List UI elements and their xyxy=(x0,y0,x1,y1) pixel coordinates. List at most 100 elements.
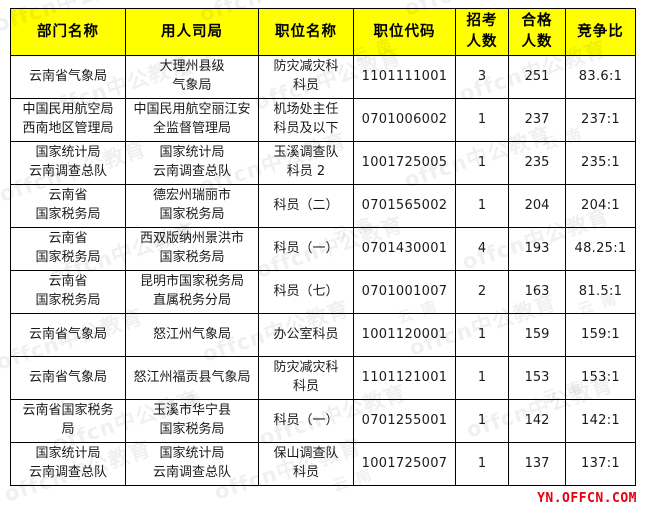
cell-position-line: 保山调查队 xyxy=(273,446,339,462)
cell-position-code: 1001725005 xyxy=(353,141,456,186)
cell-recruit-count: 4 xyxy=(455,227,509,272)
cell-department-line: 国家税务局 xyxy=(35,250,101,266)
cell-department-line: 中国民用航空局 xyxy=(22,102,114,118)
cell-pass-count: 193 xyxy=(508,227,566,272)
cell-recruit-count: 3 xyxy=(455,55,509,100)
table-row: 中国民用航空局 西南地区管理局 中国民用航空丽江安 全监督管理局 机场处主任 科员及以下 0… xyxy=(10,98,636,143)
cell-competition-ratio: 204:1 xyxy=(565,184,636,229)
cell-department-line: 云南省气象局 xyxy=(28,68,107,84)
column-header-line: 竞争比 xyxy=(577,23,624,40)
cell-position: 机场处主任 科员及以下 xyxy=(258,98,354,143)
cell-position-line: 科员 xyxy=(292,78,319,94)
cell-department: 云南省国家税务局 xyxy=(10,399,126,444)
table-row: 云南省国家税务局玉溪市华宁县 国家税务局 科员（一） 0701255001 1 142 14… xyxy=(10,399,636,444)
cell-bureau: 大理州县级 气象局 xyxy=(125,55,259,100)
table-row: 云南省 国家税务局 德宏州瑞丽市 国家税务局 科员（二） 0701565002 1 204 20… xyxy=(10,184,636,229)
cell-position-code: 0701255001 xyxy=(353,399,456,444)
column-header-line: 人数 xyxy=(466,34,498,51)
cell-department: 云南省国家税务局 xyxy=(10,184,126,229)
cell-department-line: 云南省气象局 xyxy=(28,326,107,342)
cell-recruit-count: 1 xyxy=(455,98,509,143)
column-header-line: 职位代码 xyxy=(373,23,436,40)
cell-competition-ratio: 153:1 xyxy=(565,356,636,401)
cell-position: 玉溪调查队 科员 2 xyxy=(258,141,354,186)
cell-position-line: 科员 2 xyxy=(286,164,326,180)
cell-department: 中国民用航空局 西南地区管理局 xyxy=(10,98,126,143)
table-row: 云南省气象局 大理州县级 气象局 防灾减灾科 科员 1101111001 3 251 83.6:… xyxy=(10,55,636,100)
cell-position-line: 科员（一） xyxy=(273,240,339,256)
column-header-1: 用人司局 xyxy=(125,7,259,57)
cell-department: 国家统计局 云南调查总队 xyxy=(10,141,126,186)
cell-position-code: 0701006002 xyxy=(353,98,456,143)
cell-bureau: 国家统计局 云南调查总队 xyxy=(125,442,259,487)
cell-bureau-line: 昆明市国家税务局 xyxy=(139,274,244,290)
column-header-line: 人数 xyxy=(521,34,553,51)
cell-bureau-line: 气象局 xyxy=(172,78,212,94)
table-row: 云南省气象局 怒江州气象局 办公室科员 1001120001 1 159 159:1 xyxy=(10,313,636,358)
table-row: 云南省 国家税务局 昆明市国家税务局 直属税务分局 科员（七） 0701001007 2 16… xyxy=(10,270,636,315)
cell-bureau: 昆明市国家税务局 直属税务分局 xyxy=(125,270,259,315)
cell-department-line: 云南省 xyxy=(48,231,88,247)
cell-department-line: 国家统计局 xyxy=(35,145,101,161)
cell-bureau-line: 国家统计局 xyxy=(159,145,225,161)
cell-position-code: 1101121001 xyxy=(353,356,456,401)
cell-bureau-line: 中国民用航空丽江安 xyxy=(133,102,251,118)
cell-department-line: 云南省国家税务 xyxy=(22,403,114,419)
cell-bureau: 国家统计局云南调查总队 xyxy=(125,141,259,186)
cell-position-code: 1001120001 xyxy=(353,313,456,358)
cell-position-line: 防灾减灾科 xyxy=(273,360,339,376)
cell-bureau: 中国民用航空丽江安 全监督管理局 xyxy=(125,98,259,143)
cell-pass-count: 237 xyxy=(508,98,566,143)
cell-bureau-line: 国家税务局 xyxy=(159,207,225,223)
cell-competition-ratio: 81.5:1 xyxy=(565,270,636,315)
cell-department-line: 国家税务局 xyxy=(35,293,101,309)
cell-position-line: 科员（一） xyxy=(273,412,339,428)
cell-department-line: 西南地区管理局 xyxy=(22,121,114,137)
column-header-line: 招考 xyxy=(466,13,498,29)
cell-position: 防灾减灾科 科员 xyxy=(258,356,354,401)
cell-position-code: 0701565002 xyxy=(353,184,456,229)
cell-position-line: 办公室科员 xyxy=(273,326,339,342)
cell-recruit-count: 1 xyxy=(455,141,509,186)
column-header-line: 合格 xyxy=(521,13,553,29)
cell-position: 科员（七） xyxy=(258,270,354,315)
cell-position: 防灾减灾科 科员 xyxy=(258,55,354,100)
column-header-line: 部门名称 xyxy=(37,23,99,40)
cell-bureau-line: 全监督管理局 xyxy=(152,121,231,137)
cell-position: 办公室科员 xyxy=(258,313,354,358)
cell-bureau-line: 云南调查总队 xyxy=(152,465,231,481)
cell-department: 云南省气象局 xyxy=(10,356,126,401)
column-header-line: 职位名称 xyxy=(275,23,337,40)
table-row: 国家统计局 云南调查总队 国家统计局 云南调查总队 玉溪调查队 科员 2 100172500… xyxy=(10,141,636,186)
recruitment-table-container: 部门名称 用人司局 职位名称 职位代码 招考 人数 合格 人数 竞争比 云南省气象局 大理州县级气… xyxy=(10,7,636,487)
cell-pass-count: 153 xyxy=(508,356,566,401)
cell-recruit-count: 1 xyxy=(455,313,509,358)
cell-position-line: 科员及以下 xyxy=(273,121,339,137)
cell-bureau: 西双版纳州景洪市 国家税务局 xyxy=(125,227,259,272)
cell-pass-count: 159 xyxy=(508,313,566,358)
cell-department-line: 国家统计局 xyxy=(35,446,101,462)
cell-bureau-line: 直属税务分局 xyxy=(152,293,231,309)
table-body: 云南省气象局 大理州县级 气象局 防灾减灾科 科员 1101111001 3 251 83.6:… xyxy=(10,55,636,487)
column-header-line: 用人司局 xyxy=(161,23,223,40)
cell-department: 国家统计局 云南调查总队 xyxy=(10,442,126,487)
recruitment-table: 部门名称 用人司局 职位名称 职位代码 招考 人数 合格 人数 竞争比 云南省气象局 大理州县级气… xyxy=(10,7,636,487)
cell-bureau: 玉溪市华宁县 国家税务局 xyxy=(125,399,259,444)
site-watermark: YN.OFFCN.COM xyxy=(537,491,637,506)
cell-department-line: 局 xyxy=(61,422,75,438)
cell-position-code: 0701430001 xyxy=(353,227,456,272)
cell-bureau-line: 云南调查总队 xyxy=(152,164,231,180)
cell-department: 云南省国家税务局 xyxy=(10,227,126,272)
cell-position-line: 科员 xyxy=(292,465,319,481)
column-header-0: 部门名称 xyxy=(10,7,126,57)
cell-pass-count: 235 xyxy=(508,141,566,186)
cell-position: 科员（二） xyxy=(258,184,354,229)
cell-position-code: 1001725007 xyxy=(353,442,456,487)
cell-bureau-line: 德宏州瑞丽市 xyxy=(152,188,231,204)
table-header: 部门名称 用人司局 职位名称 职位代码 招考 人数 合格 人数 竞争比 xyxy=(10,7,636,57)
cell-competition-ratio: 159:1 xyxy=(565,313,636,358)
cell-competition-ratio: 235:1 xyxy=(565,141,636,186)
cell-position-line: 科员（七） xyxy=(273,283,339,299)
column-header-5: 合格 人数 xyxy=(508,7,566,57)
cell-recruit-count: 1 xyxy=(455,356,509,401)
